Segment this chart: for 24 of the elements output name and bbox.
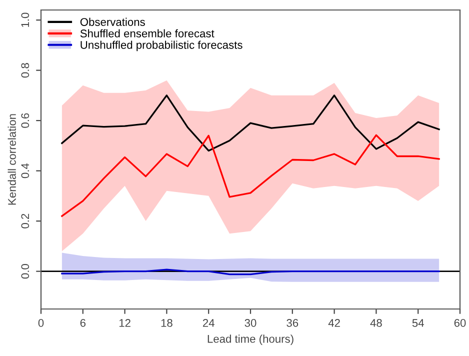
y-axis-title: Kendall correlation: [8, 114, 16, 205]
y-tick-label: 0.2: [21, 214, 30, 228]
x-tick-label: 18: [161, 319, 172, 327]
y-tick-label: 0.4: [21, 163, 30, 178]
line-series: [61, 134, 440, 217]
x-tick-label: 30: [244, 319, 256, 327]
x-tick-label: 6: [80, 319, 86, 327]
y-tick-label: 0.0: [21, 264, 30, 279]
legend-label: Observations: [80, 18, 145, 26]
y-tick-label: 0.6: [21, 113, 30, 128]
x-tick-label: 36: [286, 319, 298, 327]
y-tick-label: 0.8: [21, 63, 30, 78]
y-tick-label: 1.0: [21, 12, 30, 27]
x-tick-label: 48: [370, 319, 382, 327]
x-tick-label: 60: [454, 319, 466, 327]
x-tick-label: 0: [38, 319, 44, 327]
legend-label: Unshuffled probabilistic forecasts: [80, 40, 242, 52]
x-tick-label: 12: [119, 319, 130, 327]
legend-label: Shuffled ensemble forecast: [80, 29, 214, 38]
x-tick-label: 24: [202, 319, 214, 327]
line-series: [61, 94, 440, 152]
x-tick-label: 42: [328, 319, 340, 327]
x-axis-title: Lead time (hours): [208, 334, 294, 345]
x-tick-label: 54: [412, 319, 424, 327]
